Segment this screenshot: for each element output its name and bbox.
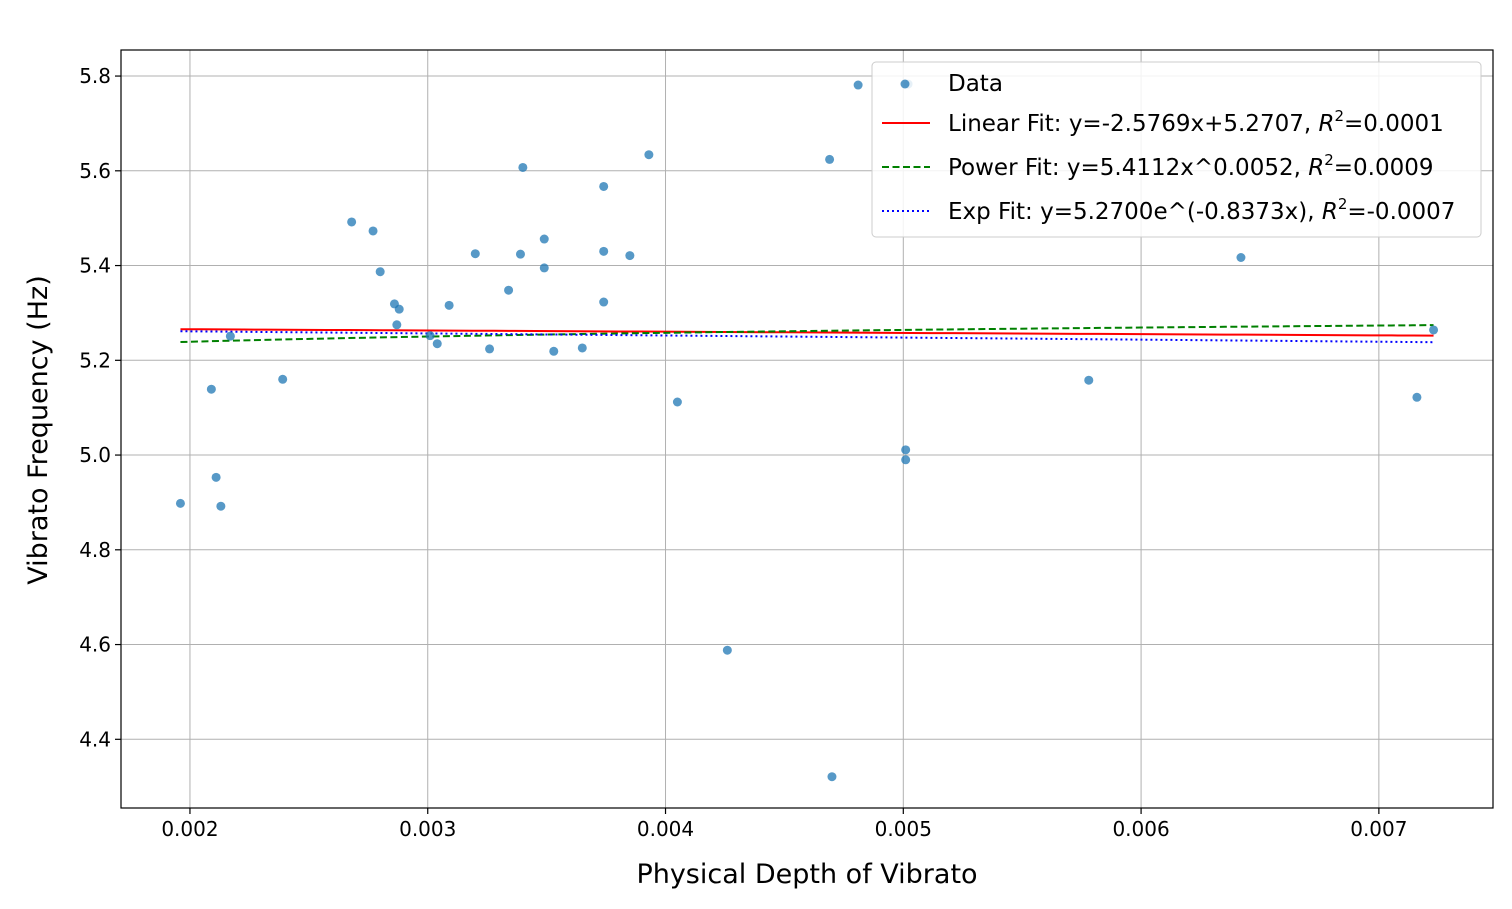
y-tick-label: 5.8 <box>79 64 111 88</box>
data-point <box>432 339 442 349</box>
data-point <box>901 445 911 455</box>
data-point <box>599 181 609 191</box>
data-point <box>644 150 654 160</box>
y-axis-label: Vibrato Frequency (Hz) <box>23 275 54 584</box>
y-tick-label: 5.2 <box>79 348 111 372</box>
x-tick-label: 0.007 <box>1350 817 1407 841</box>
data-point <box>577 343 587 353</box>
data-point <box>444 300 454 310</box>
data-point <box>901 455 911 465</box>
x-tick-label: 0.003 <box>399 817 456 841</box>
data-point <box>425 331 435 341</box>
y-tick-label: 4.8 <box>79 538 111 562</box>
data-point <box>278 374 288 384</box>
x-tick-label: 0.006 <box>1112 817 1169 841</box>
data-point <box>1236 253 1246 263</box>
x-axis-label: Physical Depth of Vibrato <box>636 859 977 890</box>
y-tick-label: 4.6 <box>79 633 111 657</box>
y-tick-label: 5.6 <box>79 159 111 183</box>
legend-exp-label: Exp Fit: y=5.2700e^(-0.8373x), R2=-0.000… <box>948 195 1455 225</box>
legend: Data Linear Fit: y=-2.5769x+5.2707, R2=0… <box>871 61 1482 238</box>
data-point <box>394 304 404 314</box>
data-point <box>368 226 378 236</box>
x-tick-label: 0.002 <box>161 817 218 841</box>
plot-frame <box>120 49 1494 809</box>
data-point <box>539 234 549 244</box>
data-point <box>1084 375 1094 385</box>
legend-data-marker <box>900 79 910 89</box>
data-point <box>599 297 609 307</box>
data-point <box>515 249 525 259</box>
x-axis-ticks: 0.002 0.003 0.004 0.005 0.006 0.007 <box>161 808 1407 841</box>
data-point <box>216 501 226 511</box>
data-point <box>470 249 480 259</box>
data-point <box>347 217 357 227</box>
y-axis-ticks: 4.4 4.6 4.8 5.0 5.2 5.4 5.6 5.8 <box>79 64 121 751</box>
data-point <box>853 80 863 90</box>
data-point <box>722 645 732 655</box>
data-point <box>504 285 514 295</box>
data-point <box>375 267 385 277</box>
legend-data-label: Data <box>948 71 1003 97</box>
data-point <box>1429 325 1439 335</box>
data-point <box>518 162 528 172</box>
y-tick-label: 4.4 <box>79 727 111 751</box>
data-point <box>827 772 837 782</box>
data-point <box>206 384 216 394</box>
data-point <box>485 344 495 354</box>
data-point <box>599 246 609 256</box>
data-point <box>225 331 235 341</box>
power-fit-line <box>180 324 1434 344</box>
x-tick-label: 0.005 <box>875 817 932 841</box>
data-point <box>175 498 185 508</box>
legend-box <box>871 61 1482 238</box>
legend-power-label: Power Fit: y=5.4112x^0.0052, R2=0.0009 <box>948 151 1434 181</box>
data-point <box>549 346 559 356</box>
data-point <box>672 397 682 407</box>
fit-lines <box>180 324 1434 344</box>
data-point <box>211 472 221 482</box>
data-point <box>392 320 402 330</box>
linear-fit-line <box>180 328 1434 337</box>
data-point <box>625 251 635 261</box>
y-tick-label: 5.4 <box>79 254 111 278</box>
data-point <box>825 154 835 164</box>
exp-fit-line <box>180 330 1434 344</box>
y-tick-label: 5.0 <box>79 443 111 467</box>
x-tick-label: 0.004 <box>637 817 694 841</box>
legend-linear-label: Linear Fit: y=-2.5769x+5.2707, R2=0.0001 <box>948 107 1444 137</box>
data-point <box>539 263 549 273</box>
data-point <box>1412 392 1422 402</box>
